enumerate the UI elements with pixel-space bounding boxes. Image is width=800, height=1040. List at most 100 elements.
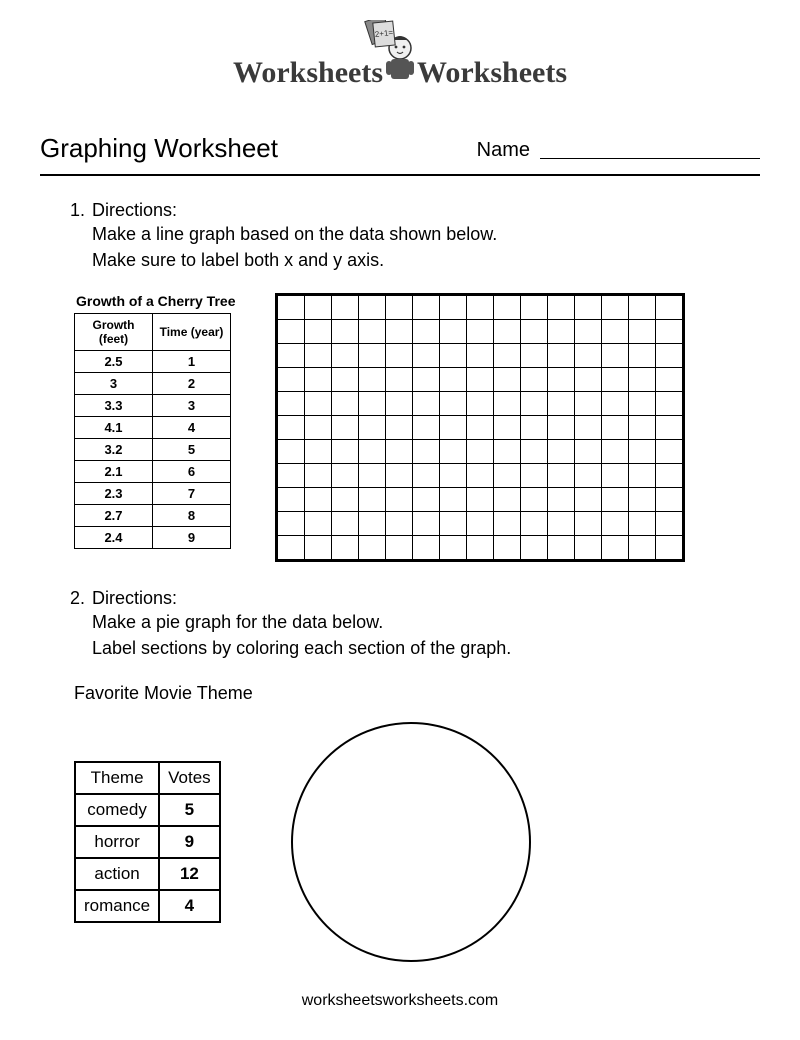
grid-cell — [602, 536, 629, 560]
grid-cell — [467, 320, 494, 344]
grid-cell — [575, 368, 602, 392]
grid-cell — [278, 440, 305, 464]
grid-cell — [413, 512, 440, 536]
grid-cell — [413, 488, 440, 512]
table-cell: 3 — [75, 373, 153, 395]
grid-cell — [413, 416, 440, 440]
q2-data-table: ThemeVotes comedy5horror9action12romance… — [74, 761, 221, 923]
q1-col-header: Growth (feet) — [75, 314, 153, 351]
grid-cell — [656, 320, 683, 344]
q2-blank-pie-circle[interactable] — [291, 722, 531, 962]
grid-cell — [332, 296, 359, 320]
table-row: action12 — [75, 858, 220, 890]
grid-cell — [629, 296, 656, 320]
q1-blank-grid[interactable] — [275, 293, 685, 562]
grid-cell — [602, 488, 629, 512]
q2-col-header: Votes — [159, 762, 220, 794]
table-row: 2.78 — [75, 505, 231, 527]
grid-cell — [359, 344, 386, 368]
grid-cell — [494, 392, 521, 416]
grid-cell — [386, 464, 413, 488]
q2-directions-line2: Label sections by coloring each section … — [92, 635, 760, 661]
grid-cell — [575, 488, 602, 512]
grid-cell — [278, 488, 305, 512]
grid-cell — [386, 344, 413, 368]
grid-cell — [440, 344, 467, 368]
grid-cell — [359, 416, 386, 440]
grid-cell — [440, 296, 467, 320]
name-field-block: Name — [477, 139, 760, 166]
grid-cell — [575, 320, 602, 344]
grid-cell — [467, 368, 494, 392]
grid-cell — [548, 392, 575, 416]
grid-cell — [440, 512, 467, 536]
table-row: 32 — [75, 373, 231, 395]
grid-cell — [413, 320, 440, 344]
grid-cell — [332, 440, 359, 464]
grid-cell — [278, 320, 305, 344]
grid-cell — [521, 440, 548, 464]
grid-cell — [629, 344, 656, 368]
grid-cell — [521, 488, 548, 512]
grid-cell — [548, 368, 575, 392]
table-cell: 2.4 — [75, 527, 153, 549]
grid-cell — [278, 464, 305, 488]
grid-cell — [521, 320, 548, 344]
grid-cell — [467, 296, 494, 320]
grid-cell — [521, 464, 548, 488]
grid-cell — [602, 296, 629, 320]
q1-table-title: Growth of a Cherry Tree — [76, 293, 235, 309]
grid-cell — [575, 512, 602, 536]
table-row: 3.25 — [75, 439, 231, 461]
grid-cell — [656, 464, 683, 488]
grid-cell — [359, 488, 386, 512]
grid-cell — [602, 320, 629, 344]
grid-cell — [521, 536, 548, 560]
grid-cell — [467, 488, 494, 512]
grid-cell — [305, 512, 332, 536]
grid-cell — [386, 416, 413, 440]
table-cell: 2.5 — [75, 351, 153, 373]
grid-cell — [656, 296, 683, 320]
table-cell: 3 — [153, 395, 231, 417]
grid-cell — [278, 368, 305, 392]
grid-cell — [305, 416, 332, 440]
grid-cell — [413, 344, 440, 368]
grid-cell — [656, 392, 683, 416]
grid-cell — [467, 536, 494, 560]
grid-cell — [629, 440, 656, 464]
grid-cell — [602, 440, 629, 464]
table-row: 2.16 — [75, 461, 231, 483]
table-cell: 3.3 — [75, 395, 153, 417]
grid-cell — [332, 464, 359, 488]
grid-cell — [386, 368, 413, 392]
grid-cell — [494, 344, 521, 368]
grid-cell — [359, 368, 386, 392]
grid-cell — [359, 440, 386, 464]
footer-url: worksheetsworksheets.com — [40, 992, 760, 1010]
grid-cell — [467, 344, 494, 368]
name-input-line[interactable] — [540, 158, 760, 159]
table-cell: 5 — [153, 439, 231, 461]
grid-cell — [629, 464, 656, 488]
grid-cell — [629, 512, 656, 536]
table-cell: 2.7 — [75, 505, 153, 527]
table-cell-theme: comedy — [75, 794, 159, 826]
grid-cell — [521, 512, 548, 536]
grid-cell — [602, 464, 629, 488]
grid-cell — [305, 296, 332, 320]
grid-cell — [278, 416, 305, 440]
grid-cell — [467, 440, 494, 464]
grid-cell — [332, 344, 359, 368]
table-cell: 6 — [153, 461, 231, 483]
grid-cell — [278, 392, 305, 416]
grid-cell — [548, 536, 575, 560]
grid-cell — [440, 536, 467, 560]
grid-cell — [386, 320, 413, 344]
grid-cell — [656, 344, 683, 368]
q2-col-header: Theme — [75, 762, 159, 794]
grid-cell — [467, 416, 494, 440]
table-cell-votes: 5 — [159, 794, 220, 826]
grid-cell — [629, 392, 656, 416]
grid-cell — [332, 416, 359, 440]
